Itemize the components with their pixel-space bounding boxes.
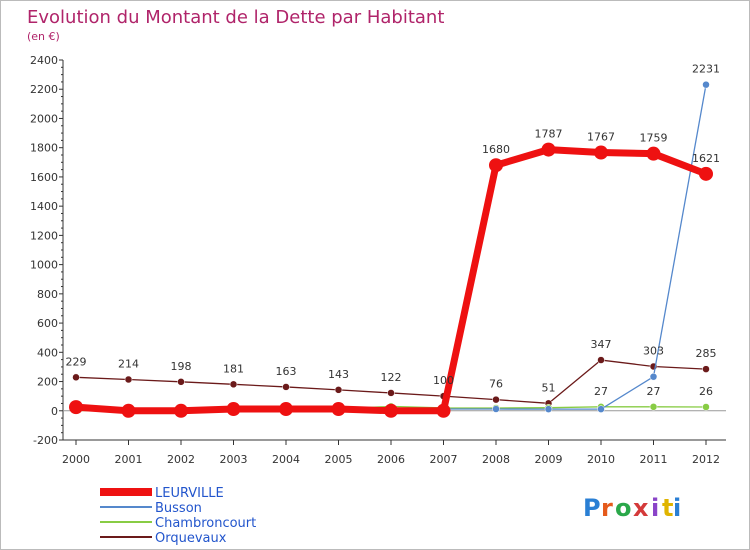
y-tick-label: 800 xyxy=(37,288,58,301)
data-point-leurville xyxy=(594,145,608,160)
data-label-orquevaux: 229 xyxy=(66,355,87,368)
y-tick-label: 1200 xyxy=(30,229,58,242)
y-tick-label: 1400 xyxy=(30,200,58,213)
y-tick-label: 1600 xyxy=(30,171,58,184)
data-label-leurville: 1759 xyxy=(640,132,668,145)
data-point-leurville xyxy=(489,158,503,173)
y-tick-label: 200 xyxy=(37,376,58,389)
data-label-chambroncourt: 26 xyxy=(699,385,713,398)
data-label-orquevaux: 122 xyxy=(381,371,402,384)
x-tick-label: 2000 xyxy=(62,453,90,466)
data-labels-layer: 1680 1787 1767 1759 1621 2231 27 27 26 229 214 198 1… xyxy=(66,63,721,398)
legend-label-leurville: LEURVILLE xyxy=(155,486,224,501)
y-tick-label: 2000 xyxy=(30,112,58,125)
x-tick-label: 2010 xyxy=(587,453,615,466)
data-label-leurville: 1767 xyxy=(587,131,615,144)
x-tick-label: 2001 xyxy=(115,453,143,466)
data-point-leurville xyxy=(331,402,346,417)
data-label-orquevaux: 100 xyxy=(433,374,454,387)
x-tick-label: 2007 xyxy=(430,453,458,466)
y-tick-label: 600 xyxy=(37,317,58,330)
y-tick-label: -200 xyxy=(33,434,58,447)
y-tick-label: 1800 xyxy=(30,142,58,155)
legend-label-orquevaux: Orquevaux xyxy=(155,531,227,546)
data-point-orquevaux xyxy=(492,395,500,404)
data-label-orquevaux: 51 xyxy=(542,381,556,394)
x-tick-label: 2009 xyxy=(535,453,563,466)
data-label-leurville: 1787 xyxy=(535,128,563,141)
chart-title: Evolution du Montant de la Dette par Hab… xyxy=(27,7,444,28)
data-label-busson: 2231 xyxy=(692,63,720,76)
chart-subtitle: (en €) xyxy=(27,30,60,43)
x-tick-label: 2003 xyxy=(220,453,248,466)
legend-label-chambroncourt: Chambroncourt xyxy=(155,516,256,531)
data-point-busson xyxy=(597,405,605,413)
data-point-orquevaux xyxy=(72,373,80,382)
data-point-leurville xyxy=(699,166,713,181)
data-label-chambroncourt: 27 xyxy=(647,385,661,398)
logo-letter: o xyxy=(615,494,632,522)
y-tick-label: 400 xyxy=(37,346,58,359)
data-label-chambroncourt: 27 xyxy=(594,385,608,398)
data-label-orquevaux: 347 xyxy=(591,338,612,351)
x-tick-label: 2008 xyxy=(482,453,510,466)
y-tick-label: 0 xyxy=(51,405,58,418)
data-point-leurville xyxy=(384,403,398,418)
data-point-busson xyxy=(649,372,658,381)
logo-letter: x xyxy=(633,494,649,522)
data-point-orquevaux xyxy=(229,380,238,389)
x-tick-label: 2002 xyxy=(167,453,195,466)
x-tick-label: 2011 xyxy=(640,453,668,466)
y-tick-label: 2400 xyxy=(30,54,58,67)
logo-letter: i xyxy=(651,494,659,522)
data-label-leurville: 1680 xyxy=(482,143,510,156)
data-point-orquevaux xyxy=(124,375,133,384)
data-label-orquevaux: 303 xyxy=(643,344,664,357)
data-point-leurville xyxy=(174,403,188,418)
data-label-orquevaux: 143 xyxy=(328,368,349,381)
data-label-orquevaux: 181 xyxy=(223,362,244,375)
data-point-orquevaux xyxy=(597,356,605,364)
x-tick-label: 2012 xyxy=(692,453,720,466)
data-point-leurville xyxy=(121,403,136,418)
legend-label-busson: Busson xyxy=(155,501,202,516)
data-point-leurville xyxy=(69,400,83,415)
data-point-busson xyxy=(492,405,500,413)
data-point-orquevaux xyxy=(387,389,395,397)
x-tick-label: 2006 xyxy=(377,453,405,466)
logo-letter: P xyxy=(583,494,601,522)
logo-letter: t xyxy=(662,494,673,522)
logo-letter: i xyxy=(673,494,681,522)
logo-letter: r xyxy=(601,494,613,522)
data-point-orquevaux xyxy=(177,378,185,386)
x-tick-label: 2005 xyxy=(325,453,353,466)
data-label-leurville: 1621 xyxy=(692,152,720,165)
data-point-chambroncourt xyxy=(649,403,658,411)
y-tick-label: 1000 xyxy=(30,259,58,272)
data-point-leurville xyxy=(226,402,241,417)
data-point-busson xyxy=(544,405,553,413)
series-layer xyxy=(69,80,713,418)
data-label-orquevaux: 285 xyxy=(696,347,717,360)
data-point-leurville xyxy=(541,142,556,157)
data-point-chambroncourt xyxy=(702,403,710,411)
data-label-orquevaux: 198 xyxy=(171,360,192,373)
x-tick-label: 2004 xyxy=(272,453,300,466)
data-label-orquevaux: 214 xyxy=(118,357,139,370)
data-point-orquevaux xyxy=(702,365,710,373)
data-point-leurville xyxy=(646,146,661,161)
data-label-orquevaux: 163 xyxy=(276,365,297,378)
data-point-orquevaux xyxy=(282,383,290,391)
data-point-leurville xyxy=(436,403,451,418)
data-label-orquevaux: 76 xyxy=(489,378,503,391)
data-point-busson xyxy=(702,80,710,89)
data-point-orquevaux xyxy=(334,386,343,394)
y-tick-label: 2200 xyxy=(30,83,58,96)
data-point-leurville xyxy=(279,402,293,417)
